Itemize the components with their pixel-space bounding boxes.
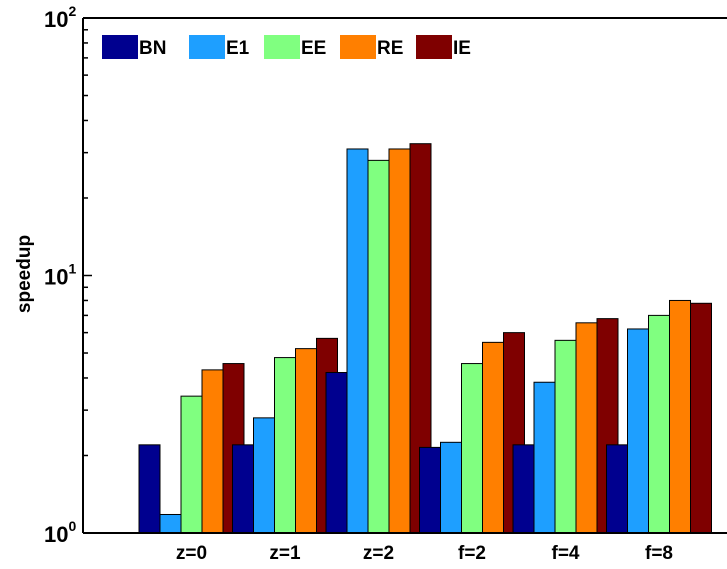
legend-label-ie: IE: [453, 38, 471, 59]
y-tick-labels: 100 101 102: [44, 3, 76, 547]
legend: BN E1 EE RE IE: [102, 35, 471, 59]
bars: [138, 143, 712, 534]
bar-re-z2: [388, 148, 411, 534]
bar-re-f2: [482, 341, 504, 534]
bar-bn-z1: [232, 444, 254, 534]
x-tick-label: z=0: [176, 543, 207, 564]
bar-e1-f4: [533, 381, 556, 534]
legend-label-e1: E1: [226, 38, 250, 59]
legend-label-ee: EE: [301, 38, 326, 59]
y-tick-label: 102: [44, 3, 76, 32]
bar-bn-z2: [325, 372, 348, 534]
x-tick-label: f=4: [552, 543, 580, 564]
bar-e1-f2: [440, 441, 462, 534]
bar-bn-z0: [138, 444, 161, 534]
legend-swatch-bn: [102, 35, 138, 59]
legend-swatch-e1: [189, 35, 225, 59]
legend-label-re: RE: [377, 38, 403, 59]
bar-ee-f2: [461, 363, 483, 534]
bar-ee-f8: [648, 314, 670, 534]
y-tick-label: 100: [44, 518, 76, 547]
legend-swatch-re: [340, 35, 376, 59]
bar-bn-f8: [606, 444, 628, 534]
x-tick-label: z=1: [269, 543, 301, 564]
x-tick-label: z=2: [363, 543, 394, 564]
bar-re-z1: [295, 348, 317, 534]
bar-e1-z1: [253, 417, 275, 534]
x-tick-label: f=2: [458, 543, 486, 564]
bar-bn-f4: [512, 444, 535, 534]
y-tick-label: 101: [44, 261, 76, 290]
x-tick-label: f=8: [645, 543, 673, 564]
bar-ee-z0: [180, 395, 203, 534]
bar-e1-z0: [159, 513, 182, 534]
bar-e1-z2: [346, 148, 369, 534]
legend-label-bn: BN: [139, 38, 166, 59]
y-ticks: [83, 29, 92, 534]
bar-re-z0: [201, 369, 224, 534]
bar-e1-f8: [627, 328, 649, 534]
legend-swatch-ie: [416, 35, 452, 59]
bar-ee-z1: [274, 357, 296, 534]
legend-swatch-ee: [264, 35, 300, 59]
bar-re-f4: [575, 322, 598, 534]
bar-re-f8: [669, 299, 691, 534]
y-axis-label: speedup: [14, 235, 35, 313]
bar-ee-f4: [554, 339, 577, 534]
bar-ie-f8: [690, 302, 712, 534]
x-tick-labels: z=0 z=1 z=2 f=2 f=4 f=8: [176, 543, 673, 564]
bar-ee-z2: [367, 159, 390, 534]
bar-bn-f2: [419, 446, 441, 534]
